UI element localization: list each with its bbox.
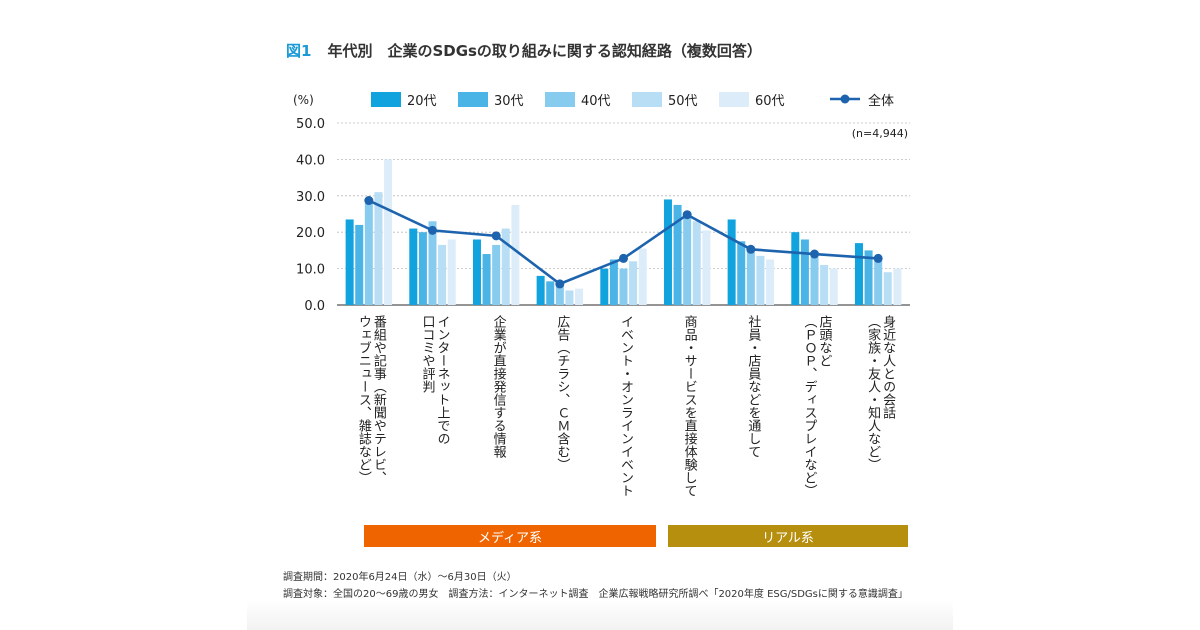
- bar-50代: [438, 244, 447, 305]
- category-label: 商品・サービスを直接体験して: [682, 315, 698, 497]
- bar-40代: [492, 244, 501, 305]
- y-tick-label: 20.0: [296, 226, 325, 241]
- bar-30代: [355, 224, 364, 305]
- group-band-real: リアル系: [668, 525, 908, 547]
- bar-60代: [893, 268, 902, 305]
- bar-40代: [619, 268, 628, 305]
- bar-20代: [600, 268, 609, 305]
- bar-30代: [800, 239, 809, 305]
- legend-label: 60代: [755, 94, 785, 109]
- y-tick-label: 50.0: [296, 117, 325, 132]
- category-label: イベント・オンラインイベント: [618, 315, 634, 497]
- bar-50代: [692, 221, 701, 305]
- category-label: ウェブニュース、雑誌など）: [356, 315, 372, 484]
- bar-30代: [546, 281, 555, 305]
- category-label: インターネット上での: [435, 315, 451, 445]
- bar-60代: [447, 239, 456, 305]
- bar-50代: [565, 290, 574, 305]
- legend-label: 20代: [407, 94, 437, 109]
- legend-marker-overall: [840, 94, 850, 104]
- bar-20代: [409, 228, 418, 305]
- group-band-media: メディア系: [364, 525, 656, 547]
- footnote-period: 調査期間：2020年6月24日（水）～6月30日（火）: [283, 572, 517, 583]
- legend-swatch-30代: [458, 92, 488, 107]
- bar-40代: [364, 203, 373, 305]
- bar-20代: [791, 232, 800, 305]
- bar-30代: [609, 259, 618, 305]
- bar-50代: [820, 264, 829, 305]
- bar-60代: [638, 248, 647, 305]
- line-point-overall: [619, 253, 628, 263]
- category-label: 店頭など: [817, 315, 833, 367]
- bar-30代: [737, 241, 746, 305]
- bar-30代: [418, 232, 427, 305]
- bar-20代: [536, 275, 545, 305]
- footnote-target: 調査対象：全国の20～69歳の男女 調査方法：インターネット調査 企業広報戦略研…: [283, 589, 908, 600]
- category-label: （ＰＯＰ、ディスプレイなど）: [802, 315, 818, 497]
- bar-40代: [810, 252, 819, 305]
- category-label: （家族・友人・知人など）: [865, 315, 881, 471]
- line-point-overall: [428, 225, 437, 235]
- line-point-overall: [682, 210, 692, 220]
- category-label: 口コミや評判: [420, 315, 436, 394]
- line-point-overall: [746, 244, 756, 254]
- bar-40代: [428, 221, 437, 305]
- category-label: 身近な人との会話: [880, 314, 896, 419]
- bar-40代: [555, 284, 564, 305]
- y-tick-label: 0.0: [304, 299, 325, 314]
- line-point-overall: [873, 253, 883, 263]
- bar-40代: [874, 257, 883, 305]
- category-label: 社員・店員などを通して: [745, 314, 761, 458]
- y-tick-label: 40.0: [296, 153, 325, 168]
- bar-50代: [501, 228, 510, 305]
- legend-swatch-20代: [371, 92, 401, 107]
- sample-size-note: (n=4,944): [852, 127, 908, 140]
- bottom-shade: [247, 600, 953, 630]
- y-unit-label: (%): [293, 93, 314, 107]
- bar-60代: [511, 204, 520, 305]
- bar-60代: [384, 159, 393, 305]
- legend-swatch-40代: [545, 92, 575, 107]
- bar-30代: [482, 254, 491, 305]
- bar-20代: [472, 239, 481, 305]
- bar-40代: [746, 248, 755, 305]
- bar-60代: [829, 268, 838, 305]
- bar-60代: [766, 259, 775, 305]
- line-point-overall: [364, 196, 374, 206]
- legend-label: 40代: [581, 94, 611, 109]
- bar-60代: [575, 288, 584, 305]
- figure-number: 図1: [286, 42, 312, 60]
- bar-30代: [673, 204, 682, 305]
- category-label: 番組や記事（新聞やテレビ、: [371, 315, 387, 484]
- bar-40代: [683, 212, 692, 305]
- bar-50代: [629, 261, 638, 305]
- category-label: 企業が直接発信する情報: [491, 314, 507, 458]
- legend-swatch-50代: [632, 92, 662, 107]
- legend-swatch-60代: [719, 92, 749, 107]
- legend-label: 全体: [868, 93, 894, 109]
- figure-title-text: 年代別 企業のSDGsの取り組みに関する認知経路（複数回答）: [327, 42, 762, 60]
- bar-20代: [727, 219, 736, 305]
- bar-20代: [345, 219, 354, 305]
- bar-20代: [854, 243, 863, 305]
- y-tick-label: 30.0: [296, 190, 325, 205]
- bar-50代: [883, 272, 892, 305]
- bar-50代: [756, 255, 765, 305]
- legend-label: 30代: [494, 94, 524, 109]
- y-tick-label: 10.0: [296, 263, 325, 278]
- line-point-overall: [555, 279, 565, 289]
- bar-60代: [702, 230, 711, 305]
- bar-20代: [663, 199, 672, 305]
- legend-label: 50代: [668, 94, 698, 109]
- bar-50代: [374, 192, 383, 305]
- line-point-overall: [491, 231, 501, 241]
- figure-title: 図1 年代別 企業のSDGsの取り組みに関する認知経路（複数回答）: [286, 40, 762, 61]
- category-label: 広告（チラシ、ＣＭ含む）: [554, 315, 570, 471]
- line-point-overall: [810, 249, 819, 259]
- bar-30代: [864, 250, 873, 305]
